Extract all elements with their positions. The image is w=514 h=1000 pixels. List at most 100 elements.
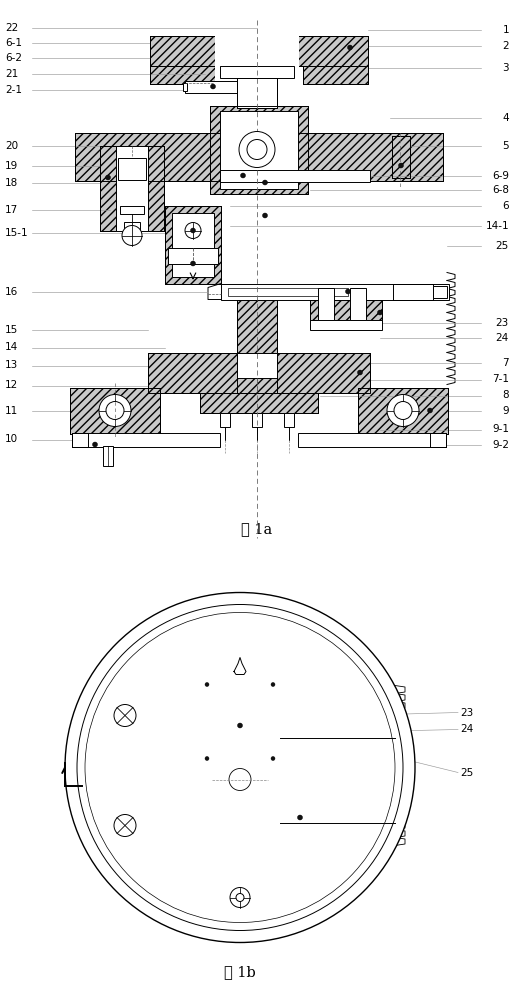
Text: 4: 4 [502, 113, 509, 123]
Circle shape [93, 442, 98, 447]
Bar [124, 222, 140, 230]
Bar [430, 432, 446, 446]
Bar [310, 320, 382, 330]
Bar [318, 288, 334, 320]
Text: 14: 14 [5, 342, 19, 353]
Circle shape [247, 140, 267, 160]
Bar [310, 300, 382, 320]
Bar [220, 412, 230, 426]
Circle shape [205, 756, 209, 760]
Circle shape [211, 84, 215, 89]
Circle shape [99, 394, 131, 426]
Bar [433, 286, 447, 298]
Bar [150, 66, 215, 84]
Text: 1: 1 [502, 25, 509, 35]
Circle shape [114, 704, 136, 726]
Circle shape [229, 768, 251, 790]
Text: 19: 19 [5, 161, 19, 171]
Bar [350, 288, 366, 320]
Bar [75, 133, 230, 181]
Bar [150, 66, 215, 84]
Bar [221, 284, 449, 300]
Text: 23: 23 [495, 318, 509, 328]
Text: 25: 25 [460, 768, 473, 778]
Bar [148, 146, 164, 231]
Text: 8: 8 [502, 390, 509, 400]
Bar [200, 678, 280, 766]
Bar [116, 146, 148, 231]
Bar [165, 206, 221, 284]
Bar [237, 78, 277, 108]
Circle shape [398, 163, 403, 168]
Text: 2-1: 2-1 [5, 85, 22, 95]
Bar [228, 288, 348, 296]
Circle shape [263, 213, 267, 218]
Bar [165, 206, 221, 284]
Bar [150, 36, 368, 66]
Bar [210, 106, 308, 194]
Bar [237, 78, 277, 108]
Bar [284, 412, 294, 426]
Circle shape [237, 723, 243, 728]
Bar [183, 83, 187, 91]
Bar [358, 387, 448, 434]
Circle shape [77, 604, 403, 930]
Bar [252, 412, 262, 426]
Text: 图 1a: 图 1a [242, 522, 272, 536]
Bar [392, 136, 410, 178]
Bar [100, 146, 116, 231]
Bar [220, 170, 370, 182]
Text: 10: 10 [5, 434, 18, 444]
Text: 14-1: 14-1 [485, 221, 509, 231]
Bar [207, 684, 273, 758]
Text: 7-1: 7-1 [492, 374, 509, 384]
Polygon shape [234, 658, 246, 674]
Text: 24: 24 [460, 724, 473, 734]
Text: 17: 17 [5, 205, 19, 215]
Bar [72, 432, 88, 446]
Bar [200, 392, 318, 412]
Bar [103, 446, 113, 466]
Bar [288, 133, 443, 181]
Circle shape [65, 592, 415, 942]
Text: 16: 16 [5, 287, 19, 297]
Circle shape [230, 888, 250, 908]
Text: 6-1: 6-1 [5, 38, 22, 48]
Bar [185, 81, 237, 93]
Bar [220, 111, 298, 189]
Circle shape [263, 180, 267, 185]
Text: 7: 7 [502, 358, 509, 367]
Bar [70, 387, 160, 434]
Text: 6-9: 6-9 [492, 171, 509, 181]
Bar [100, 146, 116, 231]
Text: 6-8: 6-8 [492, 185, 509, 195]
Bar [200, 392, 318, 412]
Circle shape [271, 756, 275, 760]
Bar [430, 432, 446, 446]
Bar [233, 670, 247, 678]
Circle shape [239, 132, 275, 168]
Bar [172, 213, 214, 277]
Circle shape [191, 261, 195, 266]
Bar [310, 300, 382, 320]
Text: 12: 12 [5, 380, 19, 390]
Bar [298, 432, 446, 446]
Bar [215, 36, 299, 84]
Bar [150, 36, 368, 66]
Bar [237, 78, 277, 108]
Circle shape [85, 612, 395, 922]
Circle shape [347, 45, 353, 50]
Bar [288, 133, 443, 181]
Text: 18: 18 [5, 178, 19, 188]
Circle shape [106, 401, 124, 420]
Text: 15-1: 15-1 [5, 228, 29, 238]
Text: 25: 25 [495, 241, 509, 251]
Bar [392, 136, 410, 178]
Bar [237, 300, 277, 368]
Bar [393, 284, 433, 300]
Circle shape [394, 401, 412, 420]
Text: 11: 11 [5, 406, 19, 416]
Text: 9-1: 9-1 [492, 424, 509, 434]
Circle shape [191, 228, 195, 233]
Bar [303, 66, 368, 84]
